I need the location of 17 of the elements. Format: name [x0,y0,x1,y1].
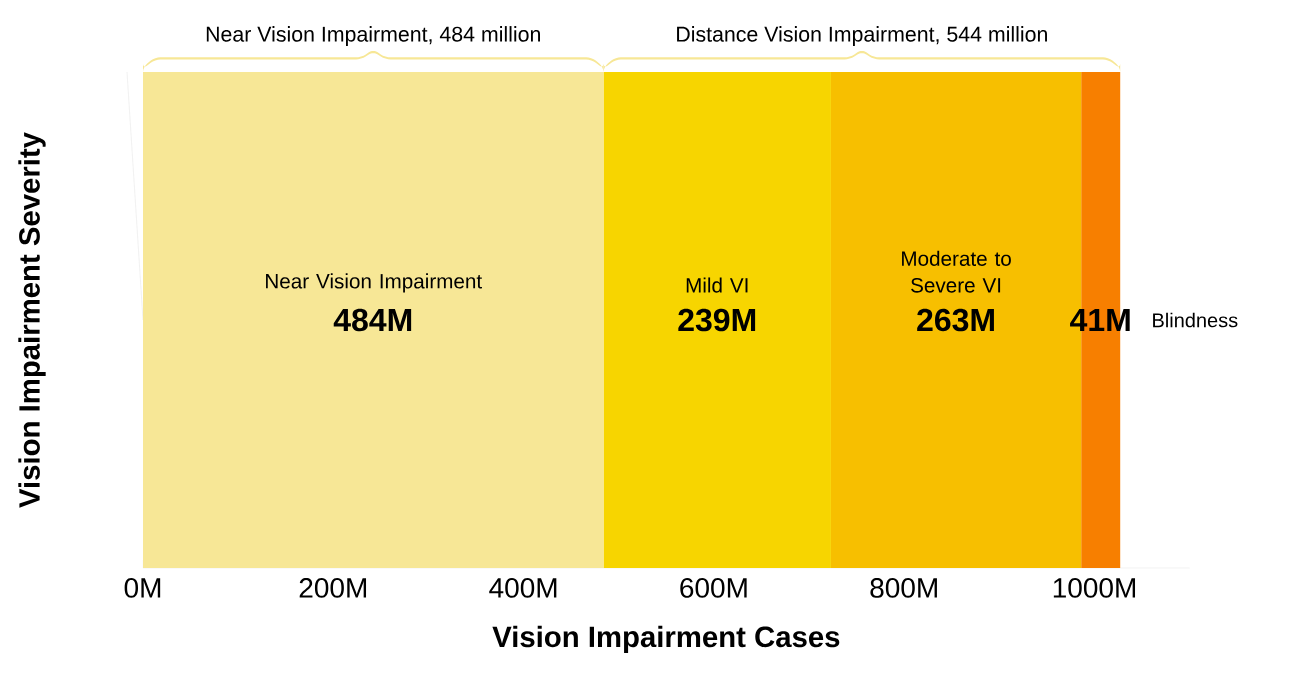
series-label: Blindness [1153,312,1238,328]
data-label: 263M [917,308,994,332]
text: Near Vision Impairment, 484 million [206,26,540,46]
x-tick-label: 400M [489,578,557,598]
x-tick-label: 800M [870,578,937,598]
x-axis-title: Vision Impairment Cases [492,625,840,654]
series-label: Near Vision Impairment [266,273,482,293]
y-axis-title: Vision Impairment Severity [18,132,46,508]
x-tick-label: 200M [299,578,367,598]
x-tick-label: 600M [680,578,747,598]
x-tick-label: 0M [124,578,161,598]
x-tick-label: 1000M [1053,578,1136,598]
data-label: 484M [333,308,412,332]
text: Distance Vision Impairment, 544 million [677,26,1047,46]
series-label: Moderate to Severe VI [902,250,1011,293]
data-label: 239M [678,308,756,332]
series-label: Mild VI [686,277,748,293]
